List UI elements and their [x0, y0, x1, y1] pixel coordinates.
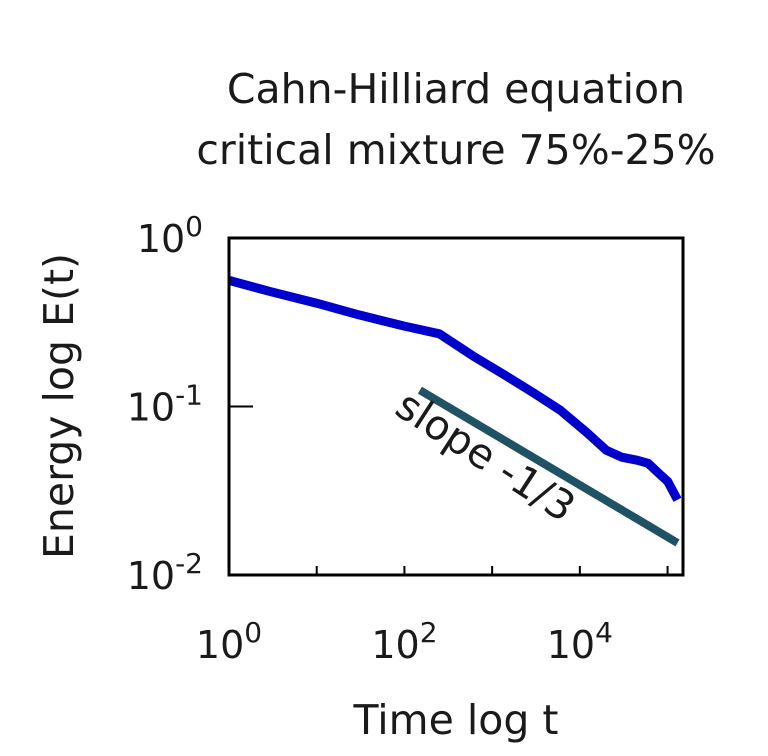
slope-reference-line [417, 386, 680, 547]
x-tick-label: 100 [196, 616, 262, 667]
y-tick-label: 10-2 [127, 547, 203, 598]
y-tick-label: 10-1 [127, 379, 203, 430]
chart-title-line-2: critical mixture 75%-25% [196, 126, 715, 174]
plot-area-frame [227, 236, 685, 577]
x-tick-label: 102 [371, 616, 437, 667]
y-tick-label: 100 [137, 210, 203, 261]
y-axis-label: Energy log E(t) [35, 253, 83, 559]
axis-ticks: 100 102 104 100 10-1 10-2 [127, 210, 669, 667]
chart-title-line-1: Cahn-Hilliard equation [227, 65, 685, 113]
plot-marks [227, 276, 682, 547]
energy-series-line [227, 276, 682, 502]
x-tick-label: 104 [547, 616, 613, 667]
x-axis-label: Time log t [353, 696, 559, 744]
